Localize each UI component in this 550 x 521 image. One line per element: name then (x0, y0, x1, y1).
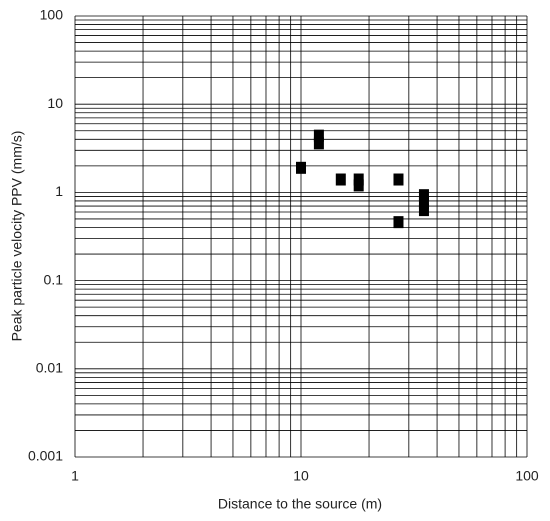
point (353, 179, 364, 192)
y-tick-label: 0.001 (28, 448, 63, 464)
point (393, 216, 404, 229)
x-tick-label: 100 (515, 468, 539, 484)
y-tick-label: 1 (55, 183, 63, 199)
y-tick-label: 10 (47, 95, 63, 111)
point (418, 196, 429, 209)
point (335, 173, 346, 186)
x-tick-label: 1 (71, 468, 79, 484)
point (313, 129, 324, 142)
y-tick-label: 0.01 (36, 360, 63, 376)
y-tick-label: 0.1 (44, 271, 64, 287)
x-axis-label: Distance to the source (m) (218, 496, 382, 512)
point (296, 161, 306, 174)
point (313, 137, 324, 150)
point (393, 173, 404, 186)
x-tick-label: 10 (293, 468, 309, 484)
y-tick-label: 100 (40, 7, 64, 23)
y-axis-label: Peak particle velocity PPV (mm/s) (9, 131, 25, 342)
point (418, 204, 429, 217)
point (418, 189, 429, 202)
